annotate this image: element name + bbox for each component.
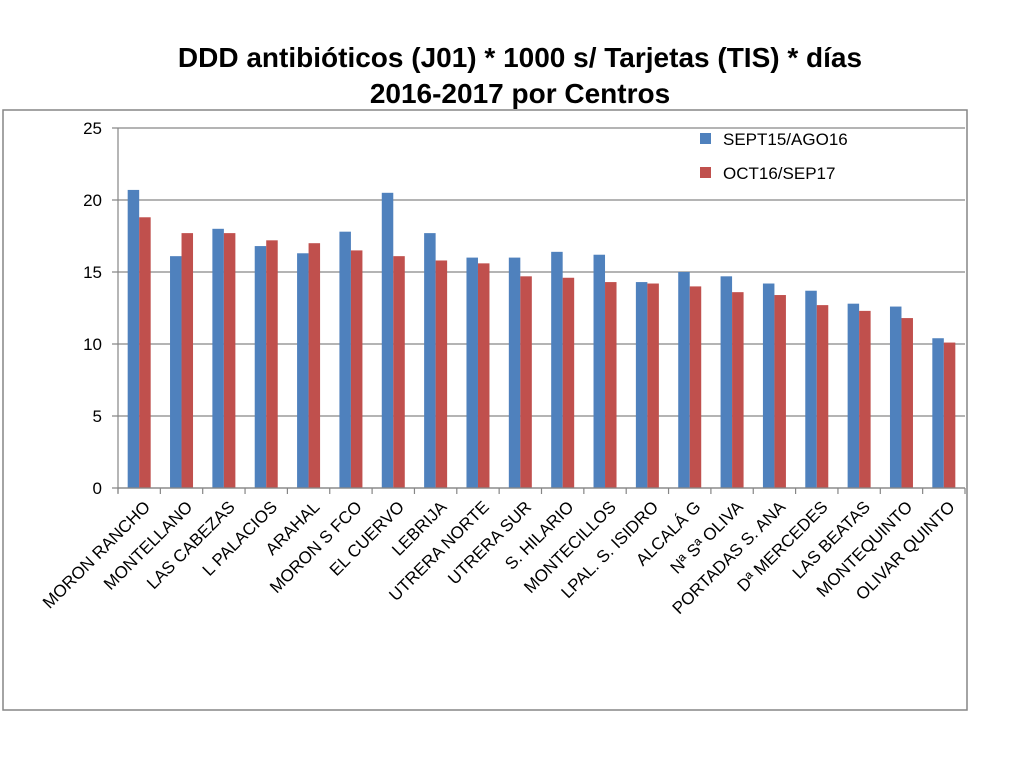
bar-series1: [551, 251, 563, 488]
y-tick-label: 0: [93, 479, 102, 498]
bar-series2: [859, 310, 871, 488]
bar-series2: [605, 282, 617, 488]
bar-series1: [339, 231, 351, 488]
chart-title-line-2: 2016-2017 por Centros: [369, 78, 671, 109]
bar-series1: [932, 338, 944, 488]
legend-label: SEPT15/AGO16: [723, 130, 848, 149]
bar-series2: [477, 263, 490, 488]
bar-series2: [393, 256, 405, 488]
bar-series1: [805, 290, 817, 488]
bar-series2: [732, 292, 744, 488]
bar-series1: [720, 276, 733, 488]
bar-series2: [308, 243, 321, 488]
bar-series2: [774, 295, 786, 488]
bar-series1: [508, 257, 521, 488]
bar-series2: [139, 217, 151, 488]
bar-series2: [181, 233, 194, 488]
bar-series1: [424, 233, 436, 488]
bar-series2: [901, 318, 913, 488]
bar-series1: [762, 283, 775, 488]
chart-title-line-1: DDD antibióticos (J01) * 1000 s/ Tarjeta…: [177, 42, 863, 73]
y-tick-label: 20: [83, 191, 102, 210]
bar-series2: [435, 260, 448, 488]
bar-series1: [593, 254, 606, 488]
bar-series2: [562, 277, 575, 488]
y-tick-label: 15: [83, 263, 102, 282]
y-tick-label: 25: [83, 119, 102, 138]
bar-series2: [266, 240, 278, 488]
bar-series2: [647, 283, 659, 488]
bar-series2: [223, 233, 236, 488]
bar-series1: [297, 253, 309, 488]
y-tick-label: 5: [93, 407, 102, 426]
legend-swatch: [700, 133, 711, 144]
bar-series1: [678, 272, 690, 488]
bar-series1: [170, 256, 182, 488]
chart-title: DDD antibióticos (J01) * 1000 s/ Tarjeta…: [0, 40, 1024, 112]
legend-swatch: [700, 167, 711, 178]
bar-series1: [635, 282, 648, 488]
bar-series2: [816, 305, 829, 488]
legend-label: OCT16/SEP17: [723, 164, 835, 183]
bar-series2: [943, 342, 956, 488]
bar-series2: [350, 250, 363, 488]
bar-series1: [466, 257, 478, 488]
bar-series2: [520, 276, 532, 488]
bar-series1: [212, 228, 224, 489]
y-tick-label: 10: [83, 335, 102, 354]
bar-series1: [889, 306, 902, 488]
chart-frame: [2, 109, 968, 711]
bar-series1: [847, 303, 860, 488]
bar-series1: [254, 246, 267, 488]
bar-series1: [127, 189, 140, 489]
bar-series2: [689, 286, 702, 488]
bar-series1: [381, 192, 394, 489]
